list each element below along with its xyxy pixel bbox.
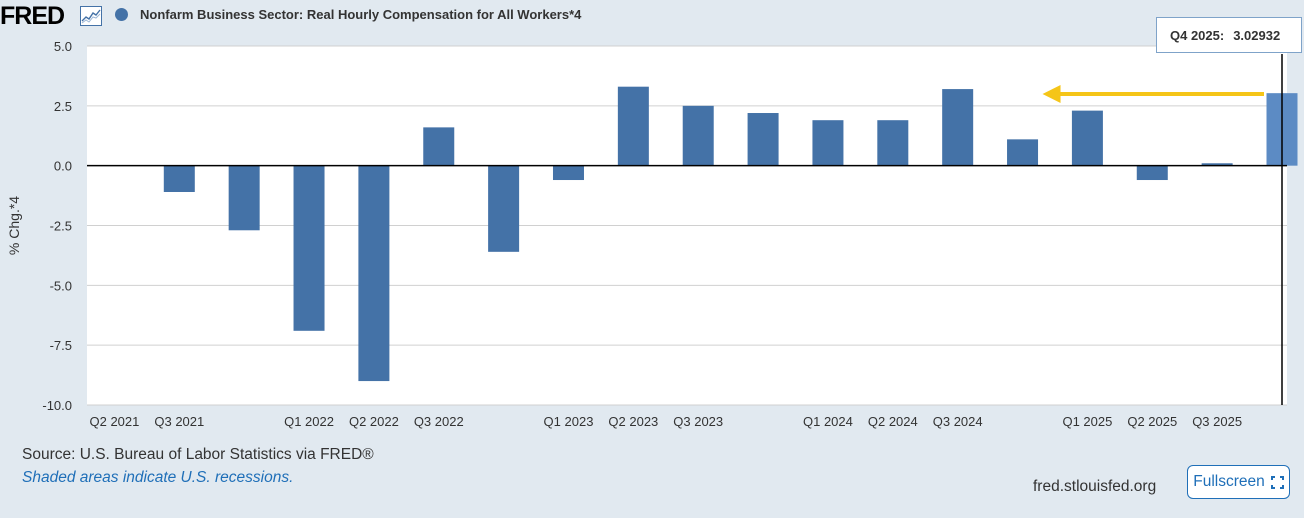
- bar[interactable]: [1136, 165, 1168, 181]
- bar[interactable]: [423, 127, 455, 166]
- bar[interactable]: [358, 165, 390, 382]
- legend-marker: [115, 8, 128, 21]
- chart-logo-icon: [80, 6, 102, 26]
- y-tick-label: -5.0: [50, 278, 72, 293]
- bar[interactable]: [1201, 163, 1233, 166]
- tooltip-period: Q4 2025:: [1170, 27, 1225, 43]
- bar[interactable]: [228, 165, 260, 231]
- x-tick-label: Q1 2025: [1062, 414, 1112, 429]
- x-tick-label: Q3 2022: [414, 414, 464, 429]
- bar[interactable]: [293, 165, 325, 331]
- fred-logo[interactable]: FRED: [0, 2, 65, 30]
- y-axis-label: % Chg.*4: [6, 196, 22, 255]
- y-tick-label: -7.5: [50, 338, 72, 353]
- fullscreen-button[interactable]: Fullscreen: [1187, 465, 1290, 499]
- legend-label: Nonfarm Business Sector: Real Hourly Com…: [140, 7, 582, 22]
- y-tick-label: -10.0: [42, 398, 72, 413]
- x-tick-label: Q3 2024: [933, 414, 983, 429]
- bar[interactable]: [488, 165, 520, 252]
- x-tick-label: Q1 2022: [284, 414, 334, 429]
- bar[interactable]: [1071, 110, 1103, 166]
- x-tick-label: Q2 2023: [608, 414, 658, 429]
- bar[interactable]: [877, 120, 909, 166]
- recession-note[interactable]: Shaded areas indicate U.S. recessions.: [22, 469, 294, 486]
- bar[interactable]: [747, 113, 779, 166]
- bar[interactable]: [942, 89, 974, 166]
- annotation-arrow-head: [1042, 85, 1061, 103]
- fullscreen-label: Fullscreen: [1193, 473, 1265, 490]
- bar[interactable]: [682, 105, 714, 166]
- bar[interactable]: [1007, 139, 1039, 166]
- y-tick-label: 5.0: [54, 39, 72, 54]
- x-tick-label: Q2 2022: [349, 414, 399, 429]
- x-tick-label: Q3 2025: [1192, 414, 1242, 429]
- x-tick-label: Q2 2021: [89, 414, 139, 429]
- bar[interactable]: [163, 165, 195, 192]
- y-tick-label: 2.5: [54, 99, 72, 114]
- x-tick-label: Q2 2025: [1127, 414, 1177, 429]
- bar-chart[interactable]: 5.0 2.5 0.0 -2.5 -5.0 -7.5 -10.0 % Chg.*4 Q2 202…: [0, 0, 1304, 440]
- y-tick-label: 0.0: [54, 159, 72, 174]
- tooltip-value: 3.02932: [1233, 27, 1281, 43]
- source-note: Source: U.S. Bureau of Labor Statistics …: [22, 446, 374, 463]
- fullscreen-icon: [1270, 475, 1284, 489]
- chart-legend: Nonfarm Business Sector: Real Hourly Com…: [115, 7, 581, 22]
- bar[interactable]: [552, 165, 584, 181]
- x-tick-label: Q1 2023: [544, 414, 594, 429]
- x-tick-label: Q3 2023: [673, 414, 723, 429]
- x-tick-label: Q3 2021: [154, 414, 204, 429]
- y-tick-label: -2.5: [50, 219, 72, 234]
- data-tooltip: Q4 2025: 3.02932: [1156, 17, 1302, 53]
- bar[interactable]: [617, 86, 649, 166]
- bar[interactable]: [812, 120, 844, 166]
- x-tick-label: Q2 2024: [868, 414, 918, 429]
- x-tick-label: Q1 2024: [803, 414, 853, 429]
- site-url[interactable]: fred.stlouisfed.org: [1033, 478, 1157, 495]
